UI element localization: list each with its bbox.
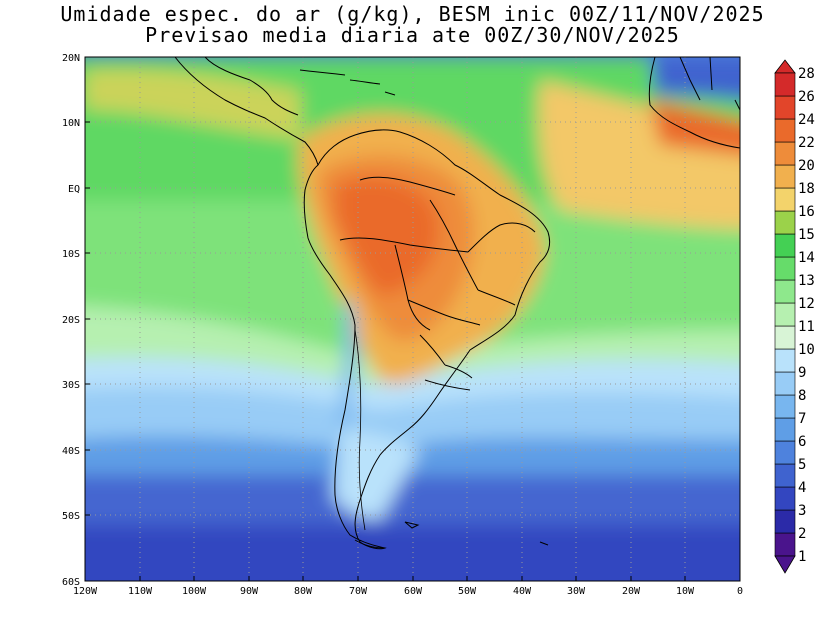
colorbar-label: 20 — [798, 158, 815, 174]
lon-label: 80W — [294, 586, 313, 597]
map-title-line2: Previsao media diaria ate 00Z/30/NOV/202… — [145, 23, 680, 47]
colorbar-max-arrow — [774, 59, 796, 74]
lat-label: 10N — [62, 118, 80, 129]
lat-label: 60S — [62, 577, 80, 588]
humidity-field — [85, 57, 740, 581]
colorbar-label: 18 — [798, 181, 815, 197]
lon-label: 110W — [128, 586, 153, 597]
lon-label: 40W — [513, 586, 532, 597]
lon-label: 50W — [458, 586, 477, 597]
colorbar-label: 12 — [798, 296, 815, 312]
lat-label: 30S — [62, 380, 80, 391]
colorbar-cell — [774, 532, 796, 557]
colorbar-label: 4 — [798, 480, 806, 496]
colorbar-label: 9 — [798, 365, 806, 381]
lat-label: 50S — [62, 511, 80, 522]
lon-labels: 120W 110W 100W 90W 80W 70W 60W 50W 40W 3… — [73, 586, 743, 597]
colorbar-cell — [774, 141, 796, 166]
colorbar-cell — [774, 394, 796, 419]
colorbar-label: 26 — [798, 89, 815, 105]
colorbar-label: 10 — [798, 342, 815, 358]
colorbar-label: 2 — [798, 526, 806, 542]
colorbar-cell — [774, 118, 796, 143]
colorbar-label: 28 — [798, 66, 815, 82]
lon-label: 120W — [73, 586, 98, 597]
colorbar-cell — [774, 417, 796, 442]
colorbar-cell — [774, 279, 796, 304]
colorbar-min-arrow — [774, 555, 796, 574]
colorbar-cell — [774, 72, 796, 97]
lat-label: EQ — [68, 184, 80, 195]
lat-labels: 20N 10N EQ 10S 20S 30S 40S 50S 60S — [62, 53, 80, 588]
colorbar-cell — [774, 210, 796, 235]
colorbar-label: 13 — [798, 273, 815, 289]
colorbar-cell — [774, 440, 796, 465]
grid-lines — [85, 57, 740, 581]
colorbar-label: 14 — [798, 250, 815, 266]
colorbar-label: 16 — [798, 204, 815, 220]
colorbar-cell — [774, 325, 796, 350]
colorbar-cell — [774, 371, 796, 396]
colorbar-label: 11 — [798, 319, 815, 335]
colorbar-label: 15 — [798, 227, 815, 243]
lat-label: 40S — [62, 446, 80, 457]
lon-label: 90W — [240, 586, 259, 597]
colorbar-cell — [774, 164, 796, 189]
colorbar-label: 22 — [798, 135, 815, 151]
colorbar-label: 8 — [798, 388, 806, 404]
lat-label: 20S — [62, 315, 80, 326]
lat-label: 20N — [62, 53, 80, 64]
colorbar-cell — [774, 233, 796, 258]
lon-label: 0 — [737, 586, 743, 597]
colorbar-cell — [774, 509, 796, 534]
lon-label: 70W — [349, 586, 368, 597]
colorbar-cell — [774, 95, 796, 120]
colorbar-cell — [774, 486, 796, 511]
colorbar-cell — [774, 463, 796, 488]
colorbar-label: 5 — [798, 457, 806, 473]
colorbar-label: 6 — [798, 434, 806, 450]
map-title-line1: Umidade espec. do ar (g/kg), BESM inic 0… — [60, 2, 765, 26]
lon-label: 100W — [182, 586, 207, 597]
lat-ticks — [85, 56, 90, 582]
colorbar-cell — [774, 187, 796, 212]
lat-label: 10S — [62, 249, 80, 260]
lon-label: 60W — [404, 586, 423, 597]
colorbar-label: 7 — [798, 411, 806, 427]
lon-label: 20W — [622, 586, 641, 597]
lon-ticks — [84, 576, 741, 581]
lon-label: 30W — [567, 586, 586, 597]
colorbar-label: 24 — [798, 112, 815, 128]
colorbar-cell — [774, 302, 796, 327]
colorbar-label: 3 — [798, 503, 806, 519]
colorbar-label: 1 — [798, 549, 806, 565]
coastlines — [174, 57, 740, 550]
colorbar-cell — [774, 348, 796, 373]
lon-label: 10W — [676, 586, 695, 597]
colorbar-cell — [774, 256, 796, 281]
